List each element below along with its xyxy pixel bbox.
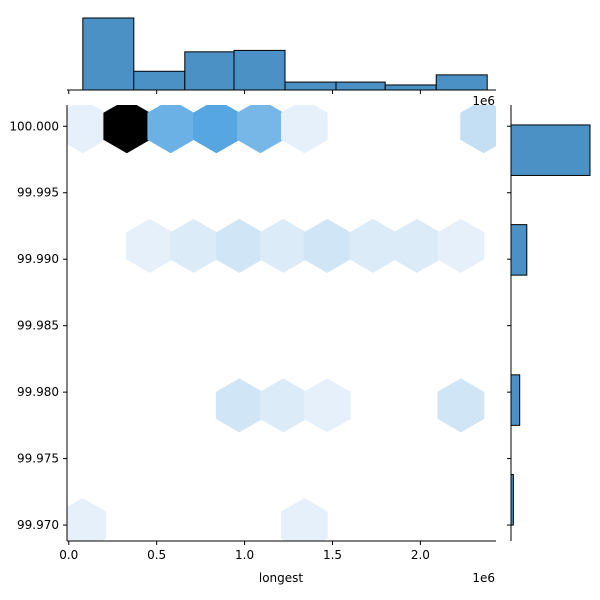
x-tick-label-4: 2.0 [411,548,430,562]
x-hist-bar-4 [284,81,337,91]
y-tick-label-0: 99.970 [17,518,59,532]
hexbin-12 [349,218,397,273]
x-offset-text: 1e6 [472,571,495,585]
y-tick-label-5: 99.995 [17,186,59,200]
hexbin-0 [67,105,107,154]
y-tick-label-6: 100.000 [9,119,59,133]
x-hist-bar-0 [82,17,135,91]
x-tick-label-3: 1.5 [323,548,342,562]
hexbin-6 [460,105,496,154]
hexbin-5 [281,105,328,154]
x-marginal-offset-text: 1e6 [472,94,495,108]
hexbin-17 [303,378,351,433]
x-hist-bar-5 [335,81,386,91]
y-tick-label-1: 99.975 [17,452,59,466]
hexbin-16 [259,378,307,433]
hexbin-15 [215,378,263,433]
y-marginal-histogram [510,124,591,526]
hexbin-9 [215,218,263,273]
axes [66,89,512,542]
y-tick-label-4: 99.990 [17,252,59,266]
x-tick-label-1: 0.5 [147,548,166,562]
y-tick-label-3: 99.985 [17,319,59,333]
hexbin-2 [147,105,195,154]
ticks: 0.0 0.5 1.0 1.5 2.0 99.970 99.975 99.980 99.985 9… [9,90,511,562]
hexbin-14 [437,218,485,273]
hexbin-19 [67,498,107,541]
x-hist-bar-2 [184,51,235,91]
hexbin-20 [281,498,328,541]
y-hist-bar-2 [510,374,521,426]
y-tick-label-2: 99.980 [17,385,59,399]
x-axis-label: longest [259,571,304,585]
hexbin-4 [237,105,284,154]
x-hist-bar-3 [233,49,286,91]
hexbin-3 [193,105,240,154]
hexbin-13 [393,218,441,273]
x-marginal-histogram [82,17,488,91]
y-hist-bar-1 [510,224,528,276]
x-hist-bar-7 [435,74,488,91]
hexbin-18 [437,378,485,433]
hexbin-layer [67,105,496,541]
hexbin-group [67,105,496,541]
hexbin-7 [126,218,173,273]
y-hist-bar-0 [510,124,591,176]
hexbin-10 [259,218,307,273]
x-hist-bar-1 [133,70,186,91]
hexbin-8 [170,218,217,273]
hexbin-1 [103,105,151,154]
x-tick-label-0: 0.0 [59,548,78,562]
x-hist-bar-6 [384,84,437,91]
x-tick-label-2: 1.0 [235,548,254,562]
hexbin-11 [303,218,351,273]
